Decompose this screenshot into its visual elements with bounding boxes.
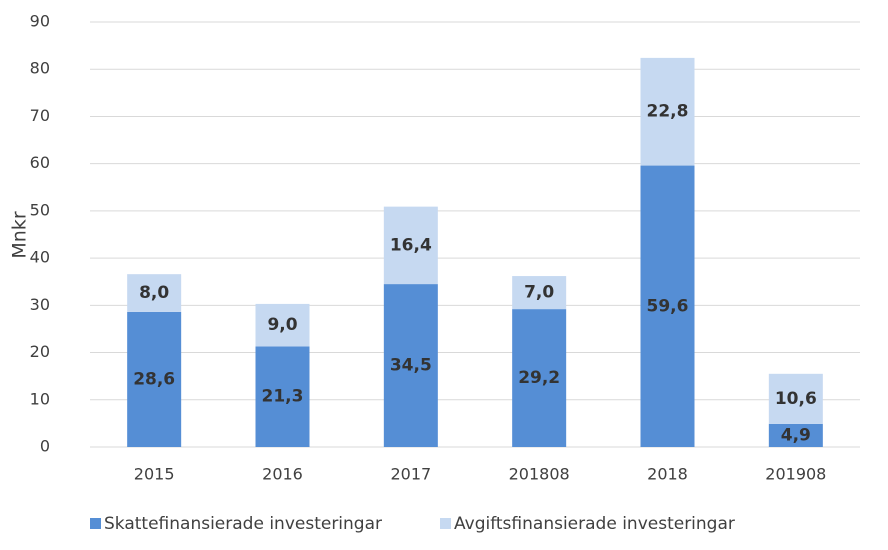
y-tick-label: 20 [30, 342, 50, 361]
bar-segment [383, 284, 438, 447]
data-label: 4,9 [781, 425, 811, 445]
y-tick-label: 40 [30, 248, 50, 267]
data-label: 29,2 [518, 368, 560, 388]
data-label: 34,5 [390, 356, 432, 376]
y-tick-label: 50 [30, 200, 50, 219]
x-tick-label: 2017 [390, 465, 431, 484]
bar-segment [127, 274, 182, 312]
legend-swatch [440, 518, 451, 529]
legend-label: Skattefinansierade investeringar [104, 514, 382, 534]
bar-segment [255, 346, 310, 447]
x-tick-label: 2015 [134, 465, 175, 484]
bar-segment [768, 423, 823, 447]
bar-segment [768, 373, 823, 424]
data-label: 9,0 [267, 315, 297, 335]
y-tick-label: 90 [30, 12, 50, 31]
x-tick-label: 2016 [262, 465, 303, 484]
y-tick-label: 80 [30, 59, 50, 78]
bar-segment [127, 311, 182, 447]
y-tick-label: 0 [40, 437, 50, 456]
data-label: 16,4 [390, 235, 432, 255]
data-label: 28,6 [133, 369, 175, 389]
y-tick-label: 30 [30, 295, 50, 314]
x-tick-label: 201808 [509, 465, 570, 484]
legend-swatch [90, 518, 101, 529]
data-label: 22,8 [647, 102, 689, 122]
bar-segment [255, 303, 310, 347]
x-tick-label: 201908 [765, 465, 826, 484]
y-axis-label: Mnkr [9, 211, 31, 258]
bar-segment [640, 57, 695, 166]
bar-segment [640, 165, 695, 448]
bar-segment [512, 276, 567, 310]
y-tick-label: 60 [30, 153, 50, 172]
x-tick-label: 2018 [647, 465, 688, 484]
y-tick-label: 70 [30, 106, 50, 125]
data-label: 59,6 [647, 296, 689, 316]
bar-segment [383, 206, 438, 285]
legend-label: Avgiftsfinansierade investeringar [454, 514, 735, 534]
data-label: 7,0 [524, 283, 554, 303]
data-label: 21,3 [262, 387, 304, 407]
data-label: 10,6 [775, 389, 817, 409]
data-label: 8,0 [139, 283, 169, 303]
bar-segment [512, 309, 567, 447]
y-tick-label: 10 [30, 389, 50, 408]
